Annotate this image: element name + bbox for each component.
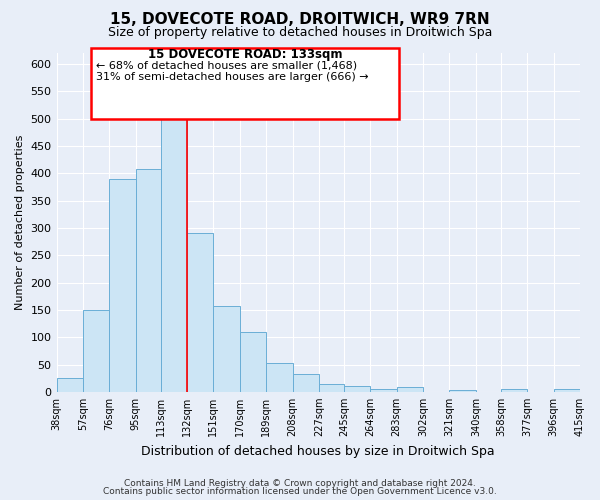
X-axis label: Distribution of detached houses by size in Droitwich Spa: Distribution of detached houses by size … [142,444,495,458]
Text: Size of property relative to detached houses in Droitwich Spa: Size of property relative to detached ho… [108,26,492,39]
Bar [214,306,240,392]
Text: Contains HM Land Registry data © Crown copyright and database right 2024.: Contains HM Land Registry data © Crown c… [124,478,476,488]
Bar [83,310,109,392]
Bar [266,363,293,392]
Bar [136,169,161,392]
Bar [344,386,370,392]
Text: 15 DOVECOTE ROAD: 133sqm: 15 DOVECOTE ROAD: 133sqm [148,48,342,61]
Bar [397,388,423,392]
Text: Contains public sector information licensed under the Open Government Licence v3: Contains public sector information licen… [103,487,497,496]
Bar [161,119,187,392]
Bar [370,389,397,392]
Bar [501,389,527,392]
Bar [554,389,580,392]
Bar [293,374,319,392]
Bar [240,332,266,392]
Bar [187,234,214,392]
Y-axis label: Number of detached properties: Number of detached properties [15,135,25,310]
Text: 31% of semi-detached houses are larger (666) →: 31% of semi-detached houses are larger (… [96,72,368,82]
Bar [109,179,136,392]
Text: 15, DOVECOTE ROAD, DROITWICH, WR9 7RN: 15, DOVECOTE ROAD, DROITWICH, WR9 7RN [110,12,490,28]
Text: ← 68% of detached houses are smaller (1,468): ← 68% of detached houses are smaller (1,… [96,60,357,70]
Bar [449,390,476,392]
Bar [319,384,344,392]
Bar [56,378,83,392]
FancyBboxPatch shape [91,48,400,120]
